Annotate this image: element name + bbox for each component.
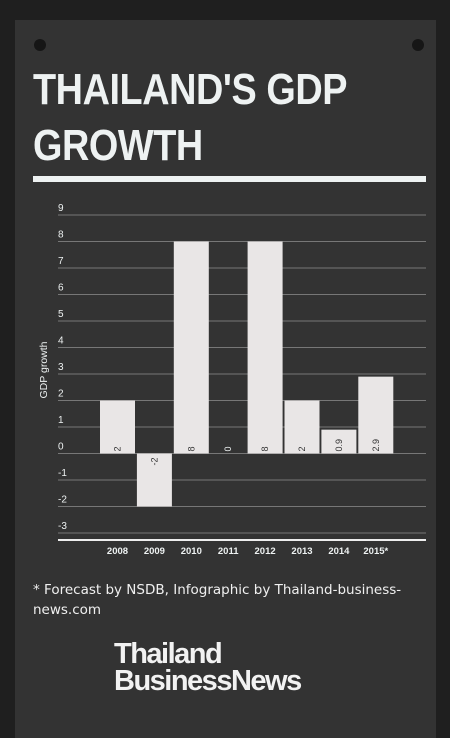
y-tick-label: -2 [58,495,67,506]
x-tick-label: 2012 [255,546,276,557]
bar [321,429,357,454]
bar [247,241,283,454]
data-label: 2.9 [371,439,381,452]
y-tick-label: 8 [58,230,64,241]
pin-left-icon [34,39,46,51]
data-label: 8 [186,446,196,451]
data-label: -2 [149,458,159,466]
x-tick-label: 2015* [363,546,388,557]
data-label: 0.9 [334,439,344,452]
bar [100,400,135,454]
y-tick-label: 7 [58,256,64,267]
y-tick-label: 0 [58,442,64,453]
title-underline [33,176,426,182]
data-label: 8 [260,446,270,451]
footnote: * Forecast by NSDB, Infographic by Thail… [33,582,402,618]
y-tick-label: 3 [58,362,64,373]
brand-logo-line1: Thailand [114,638,223,670]
x-tick-label: 2009 [144,546,165,557]
x-tick-label: 2008 [107,546,128,557]
bar [284,400,320,454]
y-tick-label: 1 [58,415,64,426]
x-tick-label: 2010 [181,546,202,557]
data-label: 2 [113,446,123,451]
bar [173,241,209,454]
chart-title: THAILAND'S GDP GROWTH [33,65,347,170]
pin-right-icon [412,39,424,51]
y-tick-label: 4 [58,336,64,347]
x-tick-label: 2014 [328,546,350,557]
x-tick-label: 2011 [218,546,239,557]
data-label: 2 [297,446,307,451]
x-tick-label: 2013 [291,546,312,557]
y-tick-label: 9 [58,203,64,214]
y-tick-label: 5 [58,309,64,320]
y-tick-label: 6 [58,283,64,294]
y-tick-label: -1 [58,468,67,479]
brand-logo: Thailand BusinessNews [114,638,302,697]
y-tick-label: -3 [58,521,67,532]
y-axis-label: GDP growth [38,341,50,398]
y-tick-label: 2 [58,389,64,400]
brand-logo-line2: BusinessNews [114,665,302,697]
data-label: 0 [223,446,233,451]
bar [136,453,172,507]
bar [358,376,394,454]
